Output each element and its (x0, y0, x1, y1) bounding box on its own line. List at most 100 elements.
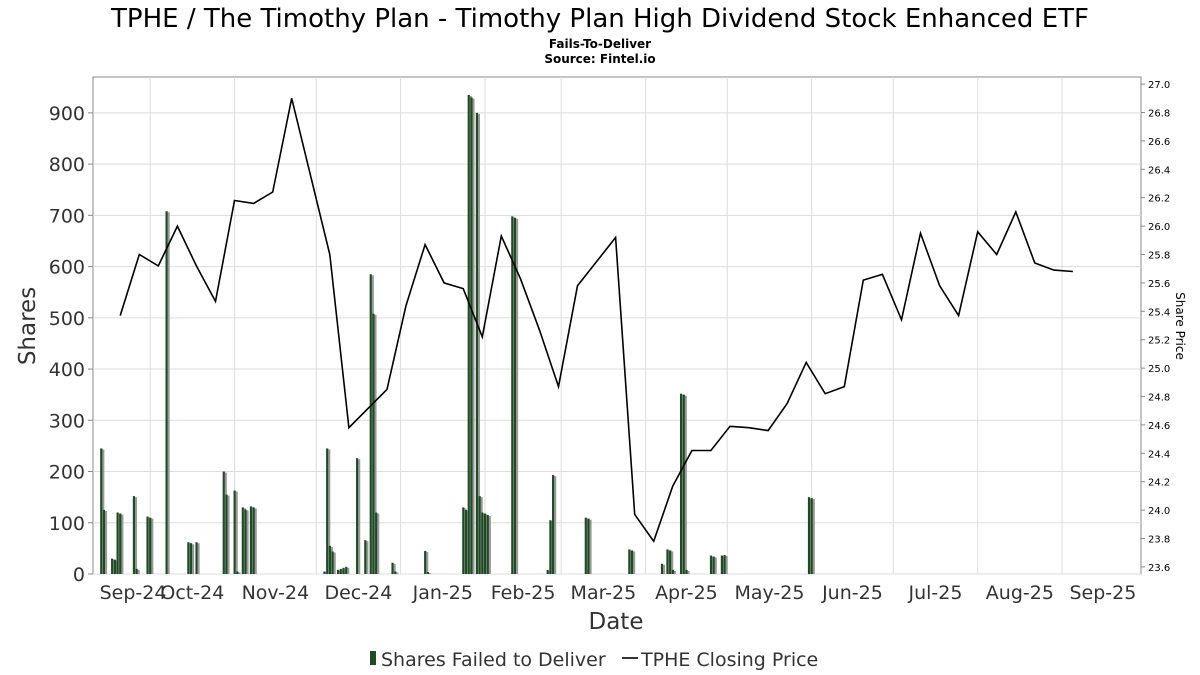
bar-shadow (347, 567, 350, 574)
ftd-bar (233, 490, 236, 574)
ftd-bar (375, 512, 378, 574)
bar-shadow (396, 572, 399, 574)
x-tick-label: May-25 (734, 582, 804, 604)
y-right-tick-label: 23.8 (1148, 535, 1170, 546)
ftd-bar (111, 558, 114, 574)
bar-shadow (197, 543, 200, 574)
ftd-bar (464, 509, 468, 574)
x-tick-label: Sep-25 (1069, 582, 1136, 604)
y-right-tick-label: 25.6 (1148, 279, 1170, 290)
ftd-bar (372, 313, 375, 574)
bar-shadow (671, 551, 674, 574)
ftd-bar (511, 216, 514, 575)
bar-shadow (472, 98, 475, 575)
ftd-bar (132, 496, 136, 574)
y-tick-label: 100 (49, 513, 85, 535)
bar-shadow (366, 541, 369, 574)
ftd-bar (587, 518, 590, 574)
ftd-bar (339, 568, 342, 574)
ftd-bar (195, 542, 198, 574)
y-axis-label: Shares (15, 287, 41, 365)
ftd-bar (486, 515, 489, 574)
ftd-bar (328, 545, 332, 574)
ftd-bar (720, 555, 723, 574)
x-tick-label: Jan-25 (412, 582, 473, 604)
x-tick-label: Apr-25 (655, 582, 718, 604)
ftd-bar (712, 556, 715, 574)
ftd-bar (391, 562, 394, 574)
ftd-bar (807, 497, 811, 574)
bar-shadow (589, 519, 592, 574)
price-line (119, 98, 1073, 544)
ftd-bar (249, 506, 253, 574)
y-right-tick-label: 24.4 (1148, 449, 1170, 460)
ftd-bar (723, 555, 726, 574)
ftd-bar (236, 571, 239, 574)
bar-shadow (227, 495, 230, 574)
ftd-bar (189, 543, 193, 574)
x-tick-label: Jun-25 (821, 582, 883, 604)
ftd-bar (679, 393, 683, 574)
ftd-bar (549, 520, 552, 574)
ftd-bar (666, 549, 669, 574)
y-axis-label-right: Share Price (1173, 292, 1187, 360)
chart-subtitle: Fails-To-Deliver (549, 37, 651, 51)
bar-shadow (328, 449, 331, 574)
ftd-bar (630, 550, 634, 574)
y-right-tick-label: 26.0 (1148, 222, 1170, 233)
bar-shadow (167, 212, 170, 575)
ftd-bar (119, 513, 122, 574)
ftd-bar (546, 569, 549, 574)
x-axis-label: Date (589, 609, 644, 635)
x-tick-label: Feb-25 (491, 582, 556, 604)
bar-shadow (516, 218, 519, 574)
ftd-bar (671, 569, 674, 574)
y-tick-label: 800 (49, 154, 85, 176)
ftd-bar (356, 458, 359, 574)
ftd-bar (345, 566, 348, 574)
bar-shadow (235, 491, 238, 574)
ftd-bar (369, 274, 372, 574)
ftd-bar (481, 512, 484, 574)
bar-shadow (554, 476, 557, 574)
right-axis-ticks: 23.6 23.8 24.0 24.2 24.4 24.6 24.8 25.0 25.2 25.4… (1141, 80, 1170, 574)
ftd-bar (331, 551, 334, 574)
ftd-bar (336, 569, 340, 574)
ftd-bar (135, 568, 138, 574)
y-tick-label: 900 (49, 103, 85, 125)
y-right-tick-label: 24.8 (1148, 393, 1170, 404)
ftd-bar (326, 448, 329, 574)
ftd-bar (116, 512, 119, 574)
ftd-bar (426, 571, 430, 574)
bar-shadow (333, 552, 336, 574)
price-line-group (119, 98, 1073, 544)
y-tick-label: 400 (49, 359, 85, 381)
ftd-bar (810, 498, 813, 574)
y-right-tick-label: 26.6 (1148, 137, 1170, 148)
legend-line-label: TPHE Closing Price (640, 649, 818, 671)
ftd-bar (478, 496, 481, 574)
ftd-bar (222, 471, 225, 574)
bar-shadow (426, 551, 429, 574)
bar-shadow (633, 551, 636, 574)
bar-shadow (393, 563, 396, 574)
ftd-bar (165, 211, 168, 575)
y-right-tick-label: 23.6 (1148, 563, 1170, 574)
y-right-tick-label: 25.8 (1148, 251, 1170, 262)
ftd-bar (467, 94, 470, 575)
bar-shadow (137, 569, 140, 574)
bar-shadow (429, 572, 432, 574)
x-tick-label: Oct-24 (160, 582, 224, 604)
ftd-bar (146, 516, 149, 574)
y-tick-label: 0 (73, 564, 85, 586)
y-right-tick-label: 24.0 (1148, 506, 1170, 517)
ftd-bar (513, 217, 517, 574)
y-right-tick-label: 24.6 (1148, 421, 1170, 432)
x-tick-label: Dec-24 (324, 582, 392, 604)
legend: Shares Failed to Deliver TPHE Closing Pr… (370, 649, 818, 671)
bar-shadow (684, 395, 687, 574)
ftd-bar (364, 540, 367, 574)
ftd-bar (470, 97, 473, 575)
